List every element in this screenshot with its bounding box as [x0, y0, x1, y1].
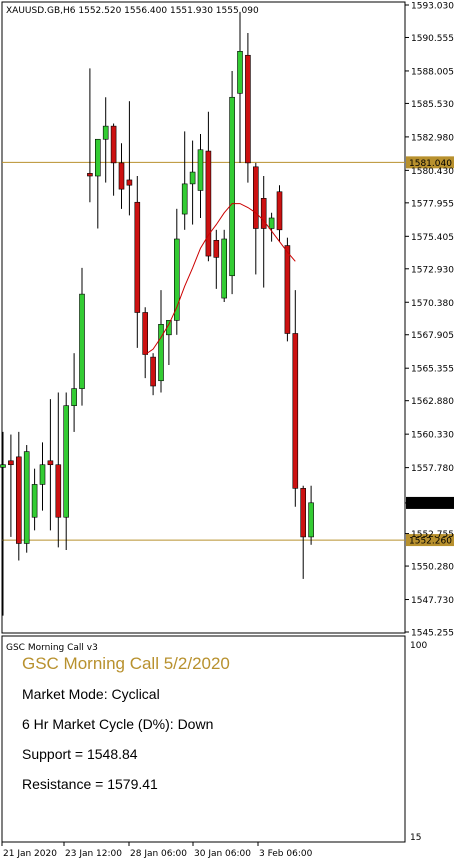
symbol-header: XAUUSD.GB,H6 1552.520 1556.400 1551.930 …: [6, 6, 259, 16]
candle-body-18: [142, 312, 148, 355]
main-chart-frame: [1, 1, 406, 634]
indicator-text-block: GSC Morning Call 5/2/2020 Market Mode: C…: [22, 654, 392, 806]
y-tick-label-16: 1552.755: [411, 530, 454, 540]
market-mode: Market Mode: Cyclical: [22, 686, 160, 702]
candle-body-13: [102, 125, 109, 140]
candle-body-30: [237, 51, 243, 94]
candle-body-12: [95, 138, 101, 177]
candle-body-28: [221, 238, 227, 299]
candle-body-36: [284, 245, 291, 334]
y-tick-label-3: 1585.530: [411, 100, 454, 110]
candle-body-17: [134, 201, 141, 313]
support-level: Support = 1548.84: [22, 746, 138, 762]
candle-body-5: [39, 464, 46, 485]
candle-body-11: [87, 173, 93, 177]
candle-body-39: [308, 502, 314, 538]
level-label-0: 1581.040: [409, 159, 452, 169]
candle-body-19: [150, 356, 156, 387]
candle-body-33: [260, 198, 267, 229]
y-tick-label-7: 1575.405: [411, 233, 454, 243]
x-tick-label-4: 3 Feb 06:00: [259, 849, 313, 859]
candle-body-23: [181, 183, 188, 215]
candle-body-37: [292, 333, 299, 489]
y-tick-label-18: 1547.730: [411, 596, 454, 606]
market-cycle: 6 Hr Market Cycle (D%): Down: [22, 716, 214, 732]
y-tick-label-5: 1580.430: [411, 167, 454, 177]
y-tick-label-4: 1582.980: [411, 133, 454, 143]
indicator-panel-frame: [1, 635, 406, 843]
moving-average: [144, 203, 296, 355]
y-tick-label-19: 1545.255: [411, 629, 454, 639]
indicator-panel-label: GSC Morning Call v3: [6, 643, 98, 653]
candle-body-32: [253, 166, 259, 229]
y-tick-label-9: 1570.380: [411, 299, 454, 309]
candle-body-14: [110, 125, 117, 164]
candle-body-31: [245, 54, 251, 164]
indicator-title: GSC Morning Call 5/2/2020: [22, 654, 230, 673]
level-label-bg-0: [406, 156, 454, 169]
candles: [0, 11, 314, 616]
y-tick-label-11: 1565.355: [411, 365, 454, 375]
candle-body-22: [174, 238, 180, 321]
candle-body-10: [79, 293, 85, 389]
y-tick-label-0: 1593.030: [411, 2, 454, 12]
candle-body-9: [71, 388, 77, 406]
candle-body-20: [158, 324, 164, 382]
indicator-scale-top: 100: [410, 641, 427, 651]
candle-body-0: [0, 464, 6, 468]
current-price-label: 1555.090: [409, 499, 452, 509]
y-tick-label-17: 1550.280: [411, 563, 454, 573]
y-tick-label-14: 1557.780: [411, 464, 454, 474]
candle-body-8: [63, 405, 70, 518]
candle-body-24: [189, 171, 196, 185]
y-tick-label-6: 1577.955: [411, 199, 454, 209]
candle-body-34: [268, 217, 275, 229]
resistance-level: Resistance = 1579.41: [22, 776, 158, 792]
y-tick-label-2: 1588.005: [411, 67, 454, 77]
candle-body-2: [15, 456, 22, 544]
candle-body-3: [23, 451, 30, 544]
chart-lines: [2, 161, 405, 541]
candle-body-7: [55, 464, 62, 518]
x-tick-label-0: 21 Jan 2020: [3, 849, 57, 859]
candle-body-1: [8, 460, 14, 466]
x-tick-label-3: 30 Jan 06:00: [194, 849, 251, 859]
candle-body-26: [205, 150, 212, 257]
moving-average-line: [144, 203, 296, 355]
level-label-1: 1552.260: [409, 537, 452, 547]
candle-body-29: [229, 96, 235, 277]
indicator-scale-bottom: 15: [410, 833, 421, 843]
x-tick-label-2: 28 Jan 06:00: [130, 849, 187, 859]
price-axis: 1581.040 1552.260 1593.030 1590.555 1588.005…: [405, 2, 454, 639]
y-tick-label-12: 1562.880: [411, 397, 454, 407]
candle-body-27: [213, 240, 220, 258]
x-tick-label-1: 23 Jan 12:00: [65, 849, 122, 859]
y-tick-label-13: 1560.330: [411, 431, 454, 441]
y-tick-label-1: 1590.555: [411, 34, 454, 44]
candle-body-38: [300, 488, 307, 538]
candle-body-15: [118, 162, 125, 190]
candle-body-35: [276, 191, 283, 231]
candle-body-6: [47, 460, 54, 466]
time-axis: 21 Jan 2020 23 Jan 12:00 28 Jan 06:00 30 Ja…: [1, 842, 313, 859]
current-price-bg: [406, 496, 454, 509]
candle-body-4: [31, 484, 38, 518]
y-tick-label-8: 1572.930: [411, 265, 454, 275]
level-label-bg-1: [406, 534, 454, 547]
y-tick-label-10: 1567.905: [411, 331, 454, 341]
candle-body-25: [197, 149, 204, 191]
candle-body-16: [126, 179, 133, 186]
